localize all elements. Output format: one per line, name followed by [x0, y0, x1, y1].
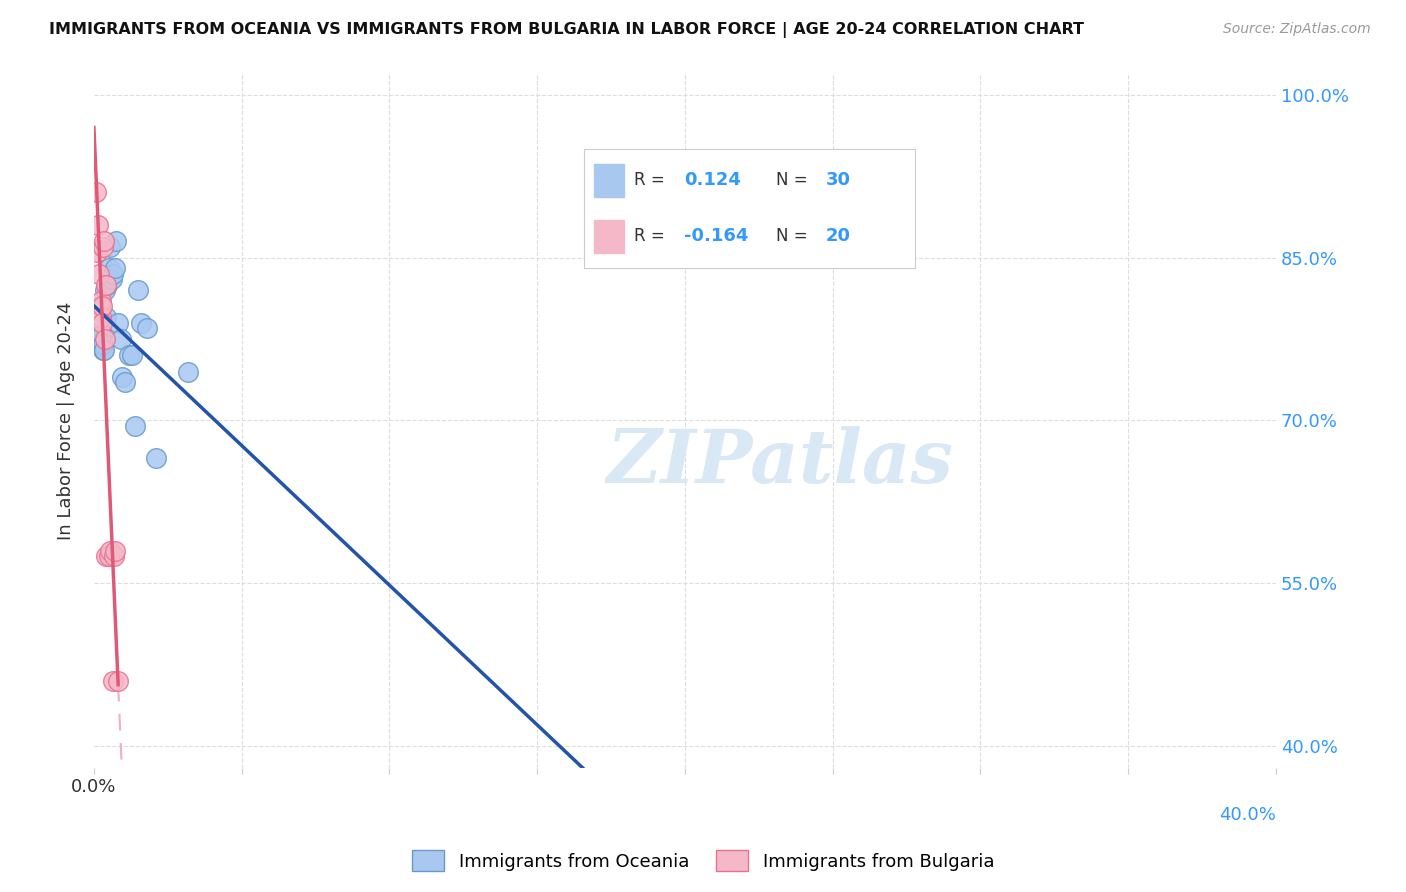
- Point: [177, 365, 200, 379]
- Point: [104, 543, 127, 558]
- Point: [89, 267, 111, 281]
- Point: [107, 674, 129, 689]
- Y-axis label: In Labor Force | Age 20-24: In Labor Force | Age 20-24: [58, 301, 75, 540]
- Point: [118, 348, 141, 362]
- Point: [91, 326, 114, 341]
- Point: [91, 337, 114, 351]
- Point: [101, 267, 124, 281]
- Point: [89, 300, 111, 314]
- Point: [114, 376, 136, 390]
- Point: [93, 234, 115, 248]
- Point: [89, 337, 111, 351]
- Point: [104, 261, 127, 276]
- Point: [93, 337, 115, 351]
- Text: IMMIGRANTS FROM OCEANIA VS IMMIGRANTS FROM BULGARIA IN LABOR FORCE | AGE 20-24 C: IMMIGRANTS FROM OCEANIA VS IMMIGRANTS FR…: [49, 22, 1084, 38]
- Point: [101, 674, 124, 689]
- Point: [93, 240, 115, 254]
- Point: [98, 543, 121, 558]
- Point: [103, 549, 125, 564]
- Point: [121, 348, 143, 362]
- Point: [91, 300, 114, 314]
- Point: [97, 261, 120, 276]
- Point: [96, 277, 118, 292]
- Text: Source: ZipAtlas.com: Source: ZipAtlas.com: [1223, 22, 1371, 37]
- Point: [124, 418, 146, 433]
- Point: [145, 451, 167, 466]
- Point: [100, 272, 122, 286]
- Point: [87, 332, 110, 346]
- Point: [91, 343, 114, 357]
- Point: [98, 549, 121, 564]
- Point: [105, 234, 128, 248]
- Point: [98, 240, 121, 254]
- Point: [84, 186, 107, 200]
- Point: [93, 343, 115, 357]
- Point: [136, 321, 159, 335]
- Point: [96, 277, 118, 292]
- Point: [94, 332, 117, 346]
- Point: [91, 316, 114, 330]
- Text: ZIPatlas: ZIPatlas: [606, 425, 953, 499]
- Point: [89, 332, 111, 346]
- Point: [94, 283, 117, 297]
- Point: [107, 316, 129, 330]
- Point: [90, 310, 112, 325]
- Point: [110, 332, 132, 346]
- Point: [94, 310, 117, 325]
- Point: [96, 549, 118, 564]
- Legend: Immigrants from Oceania, Immigrants from Bulgaria: Immigrants from Oceania, Immigrants from…: [405, 843, 1001, 879]
- Point: [87, 218, 110, 232]
- Point: [86, 245, 108, 260]
- Point: [90, 326, 112, 341]
- Point: [127, 283, 149, 297]
- Point: [129, 316, 152, 330]
- Point: [90, 293, 112, 308]
- Point: [111, 370, 134, 384]
- Text: 40.0%: 40.0%: [1219, 806, 1277, 824]
